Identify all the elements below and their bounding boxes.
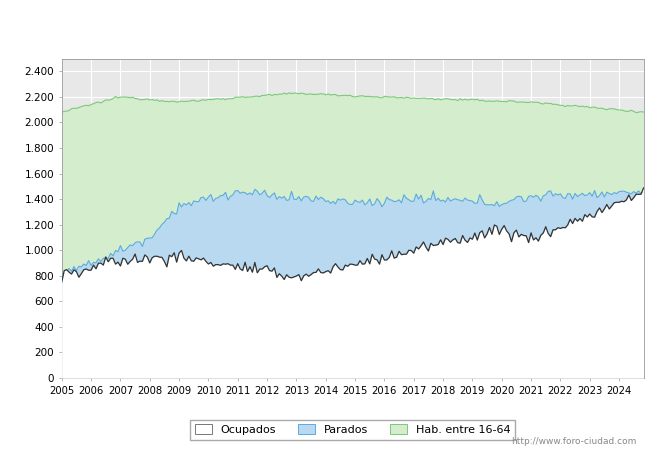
Text: Ribera del Fresno - Evolucion de la poblacion en edad de Trabajar Noviembre de 2: Ribera del Fresno - Evolucion de la pobl… (81, 14, 569, 24)
Text: http://www.foro-ciudad.com: http://www.foro-ciudad.com (512, 436, 637, 446)
Legend: Ocupados, Parados, Hab. entre 16-64: Ocupados, Parados, Hab. entre 16-64 (190, 420, 515, 440)
